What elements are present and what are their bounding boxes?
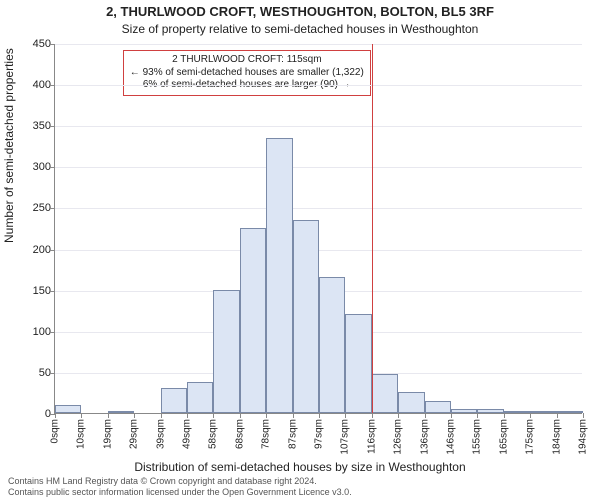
x-tick-label: 136sqm (419, 419, 430, 455)
x-tick-label: 126sqm (393, 419, 404, 455)
x-tick-mark (81, 413, 82, 418)
histogram-bar (372, 374, 398, 413)
x-tick-label: 87sqm (287, 419, 298, 449)
y-tick-mark (50, 44, 55, 45)
histogram-bar (425, 401, 451, 413)
histogram-bar (530, 411, 556, 413)
x-tick-label: 10sqm (76, 419, 87, 449)
x-tick-mark (451, 413, 452, 418)
x-tick-mark (108, 413, 109, 418)
gridline (55, 208, 582, 209)
y-tick-mark (50, 167, 55, 168)
x-tick-mark (319, 413, 320, 418)
y-tick-mark (50, 208, 55, 209)
callout-box: 2 THURLWOOD CROFT: 115sqm ← 93% of semi-… (123, 50, 371, 96)
footer-line-1: Contains HM Land Registry data © Crown c… (8, 476, 592, 486)
callout-line-1: 2 THURLWOOD CROFT: 115sqm (130, 54, 364, 67)
x-tick-label: 155sqm (472, 419, 483, 455)
histogram-bar (293, 220, 319, 413)
plot-area: 2 THURLWOOD CROFT: 115sqm ← 93% of semi-… (54, 44, 582, 414)
x-tick-label: 194sqm (578, 419, 589, 455)
x-tick-mark (530, 413, 531, 418)
histogram-bar (345, 314, 371, 413)
gridline (55, 85, 582, 86)
x-tick-mark (583, 413, 584, 418)
histogram-bar (266, 138, 292, 413)
x-tick-label: 175sqm (525, 419, 536, 455)
chart-title: 2, THURLWOOD CROFT, WESTHOUGHTON, BOLTON… (0, 4, 600, 19)
histogram-bar (477, 409, 503, 413)
y-tick-mark (50, 291, 55, 292)
x-tick-label: 116sqm (366, 419, 377, 454)
y-tick-mark (50, 85, 55, 86)
x-tick-mark (477, 413, 478, 418)
x-tick-mark (161, 413, 162, 418)
histogram-bar (240, 228, 266, 413)
x-tick-label: 19sqm (102, 419, 113, 449)
chart-subtitle: Size of property relative to semi-detach… (0, 22, 600, 36)
x-tick-label: 165sqm (498, 419, 509, 455)
x-tick-label: 0sqm (50, 419, 61, 443)
x-tick-mark (425, 413, 426, 418)
chart-container: 2, THURLWOOD CROFT, WESTHOUGHTON, BOLTON… (0, 0, 600, 500)
histogram-bar (108, 411, 134, 413)
x-tick-label: 29sqm (129, 419, 140, 449)
histogram-bar (504, 411, 530, 413)
x-tick-label: 107sqm (340, 419, 351, 455)
x-tick-mark (213, 413, 214, 418)
histogram-bar (557, 411, 583, 413)
x-tick-label: 58sqm (208, 419, 219, 449)
x-tick-mark (187, 413, 188, 418)
gridline (55, 44, 582, 45)
x-tick-mark (372, 413, 373, 418)
footer-line-2: Contains public sector information licen… (8, 487, 592, 497)
gridline (55, 167, 582, 168)
histogram-bar (161, 388, 187, 413)
x-tick-label: 184sqm (551, 419, 562, 455)
marker-line (372, 44, 373, 413)
x-tick-mark (266, 413, 267, 418)
x-tick-label: 39sqm (155, 419, 166, 449)
x-tick-mark (398, 413, 399, 418)
x-tick-label: 78sqm (261, 419, 272, 449)
x-tick-mark (504, 413, 505, 418)
histogram-bar (319, 277, 345, 413)
x-tick-label: 68sqm (234, 419, 245, 449)
callout-line-2: ← 93% of semi-detached houses are smalle… (130, 67, 364, 80)
histogram-bar (213, 290, 239, 413)
footer: Contains HM Land Registry data © Crown c… (8, 476, 592, 497)
y-axis-label: Number of semi-detached properties (2, 48, 16, 243)
y-tick-mark (50, 126, 55, 127)
gridline (55, 126, 582, 127)
y-tick-mark (50, 332, 55, 333)
y-tick-mark (50, 250, 55, 251)
histogram-bar (187, 382, 213, 413)
x-axis-label: Distribution of semi-detached houses by … (0, 460, 600, 474)
x-tick-mark (345, 413, 346, 418)
x-tick-label: 146sqm (446, 419, 457, 455)
x-tick-mark (293, 413, 294, 418)
histogram-bar (451, 409, 477, 413)
x-tick-label: 97sqm (314, 419, 325, 449)
x-tick-label: 49sqm (182, 419, 193, 449)
x-tick-mark (240, 413, 241, 418)
y-tick-mark (50, 373, 55, 374)
x-tick-mark (134, 413, 135, 418)
x-tick-mark (557, 413, 558, 418)
histogram-bar (55, 405, 81, 413)
histogram-bar (398, 392, 424, 413)
x-tick-mark (55, 413, 56, 418)
